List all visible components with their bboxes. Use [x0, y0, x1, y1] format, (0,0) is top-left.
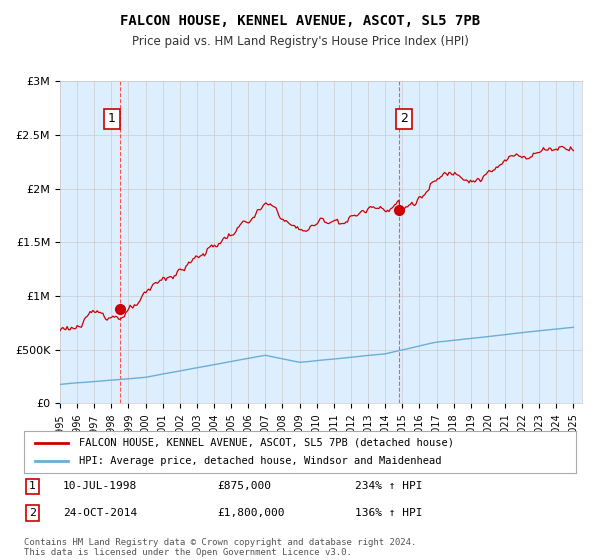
Text: 24-OCT-2014: 24-OCT-2014 [62, 508, 137, 518]
Text: £1,800,000: £1,800,000 [217, 508, 285, 518]
Text: 234% ↑ HPI: 234% ↑ HPI [355, 482, 422, 492]
Text: FALCON HOUSE, KENNEL AVENUE, ASCOT, SL5 7PB (detached house): FALCON HOUSE, KENNEL AVENUE, ASCOT, SL5 … [79, 438, 454, 448]
Text: HPI: Average price, detached house, Windsor and Maidenhead: HPI: Average price, detached house, Wind… [79, 456, 442, 466]
Text: Contains HM Land Registry data © Crown copyright and database right 2024.
This d: Contains HM Land Registry data © Crown c… [24, 538, 416, 557]
Text: £875,000: £875,000 [217, 482, 271, 492]
Text: 2: 2 [29, 508, 36, 518]
Text: 1: 1 [29, 482, 36, 492]
Text: 1: 1 [108, 112, 116, 125]
Text: 2: 2 [400, 112, 408, 125]
Text: 136% ↑ HPI: 136% ↑ HPI [355, 508, 422, 518]
Text: Price paid vs. HM Land Registry's House Price Index (HPI): Price paid vs. HM Land Registry's House … [131, 35, 469, 48]
Text: 10-JUL-1998: 10-JUL-1998 [62, 482, 137, 492]
Text: FALCON HOUSE, KENNEL AVENUE, ASCOT, SL5 7PB: FALCON HOUSE, KENNEL AVENUE, ASCOT, SL5 … [120, 14, 480, 28]
